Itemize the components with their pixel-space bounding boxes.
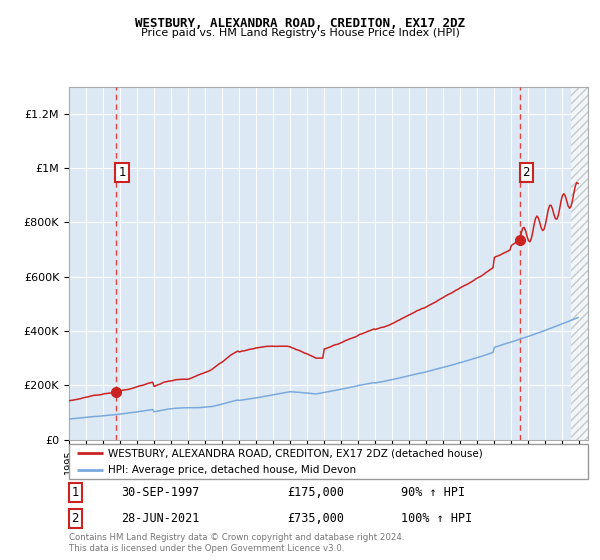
Text: 2: 2	[523, 166, 530, 179]
Text: HPI: Average price, detached house, Mid Devon: HPI: Average price, detached house, Mid …	[108, 465, 356, 475]
Text: 28-JUN-2021: 28-JUN-2021	[121, 512, 199, 525]
Text: 30-SEP-1997: 30-SEP-1997	[121, 486, 199, 499]
Text: 90% ↑ HPI: 90% ↑ HPI	[401, 486, 465, 499]
Text: 100% ↑ HPI: 100% ↑ HPI	[401, 512, 472, 525]
Text: Price paid vs. HM Land Registry's House Price Index (HPI): Price paid vs. HM Land Registry's House …	[140, 28, 460, 38]
Text: £175,000: £175,000	[287, 486, 344, 499]
FancyBboxPatch shape	[69, 444, 588, 479]
Text: 1: 1	[118, 166, 126, 179]
Text: WESTBURY, ALEXANDRA ROAD, CREDITON, EX17 2DZ (detached house): WESTBURY, ALEXANDRA ROAD, CREDITON, EX17…	[108, 448, 482, 458]
Text: Contains HM Land Registry data © Crown copyright and database right 2024.
This d: Contains HM Land Registry data © Crown c…	[69, 533, 404, 553]
Text: £735,000: £735,000	[287, 512, 344, 525]
Text: 1: 1	[71, 486, 79, 499]
Text: WESTBURY, ALEXANDRA ROAD, CREDITON, EX17 2DZ: WESTBURY, ALEXANDRA ROAD, CREDITON, EX17…	[135, 17, 465, 30]
Text: 2: 2	[71, 512, 79, 525]
